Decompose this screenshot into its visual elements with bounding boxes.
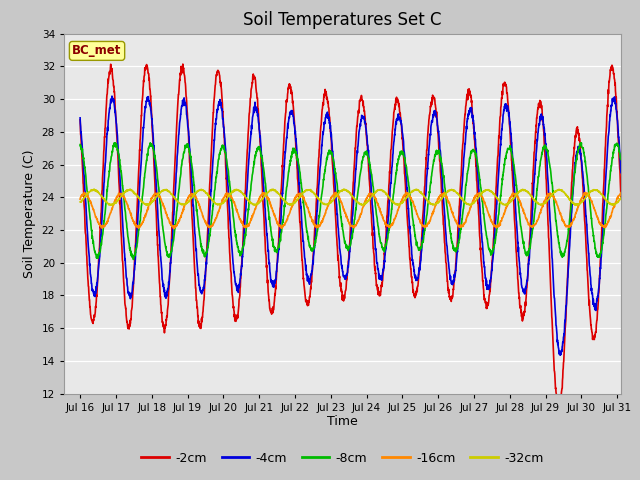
- -32cm: [401, 197, 409, 203]
- -4cm: [401, 160, 409, 166]
- -16cm: [401, 191, 409, 197]
- Line: -2cm: -2cm: [80, 63, 640, 410]
- -4cm: [556, 352, 564, 358]
- -32cm: [540, 202, 547, 207]
- Y-axis label: Soil Temperature (C): Soil Temperature (C): [23, 149, 36, 278]
- -4cm: [540, 122, 547, 128]
- -8cm: [401, 160, 409, 166]
- -8cm: [572, 163, 579, 168]
- Line: -16cm: -16cm: [80, 192, 640, 229]
- X-axis label: Time: Time: [327, 415, 358, 429]
- -4cm: [572, 154, 580, 160]
- -16cm: [572, 210, 580, 216]
- -32cm: [257, 197, 265, 203]
- Line: -8cm: -8cm: [80, 142, 640, 260]
- -16cm: [540, 200, 547, 206]
- -32cm: [134, 193, 141, 199]
- -8cm: [129, 257, 137, 263]
- -2cm: [572, 134, 579, 140]
- Legend: -2cm, -4cm, -8cm, -16cm, -32cm: -2cm, -4cm, -8cm, -16cm, -32cm: [136, 447, 548, 469]
- -4cm: [134, 221, 141, 227]
- -8cm: [134, 238, 141, 243]
- -16cm: [170, 226, 177, 232]
- -2cm: [134, 202, 141, 207]
- -16cm: [76, 196, 84, 202]
- -32cm: [90, 186, 98, 192]
- -2cm: [555, 407, 563, 413]
- -2cm: [401, 176, 409, 181]
- Line: -32cm: -32cm: [80, 189, 640, 205]
- Line: -4cm: -4cm: [80, 96, 640, 355]
- -8cm: [540, 144, 547, 150]
- -2cm: [540, 119, 547, 125]
- -32cm: [572, 202, 579, 207]
- -4cm: [257, 149, 265, 155]
- -4cm: [76, 115, 84, 121]
- -16cm: [403, 190, 410, 195]
- -8cm: [257, 154, 265, 159]
- -8cm: [76, 142, 84, 147]
- Title: Soil Temperatures Set C: Soil Temperatures Set C: [243, 11, 442, 29]
- -16cm: [134, 224, 141, 229]
- -4cm: [108, 93, 116, 99]
- -2cm: [257, 154, 265, 159]
- -32cm: [76, 199, 84, 205]
- -2cm: [76, 117, 84, 123]
- -16cm: [257, 192, 265, 198]
- Text: BC_met: BC_met: [72, 44, 122, 58]
